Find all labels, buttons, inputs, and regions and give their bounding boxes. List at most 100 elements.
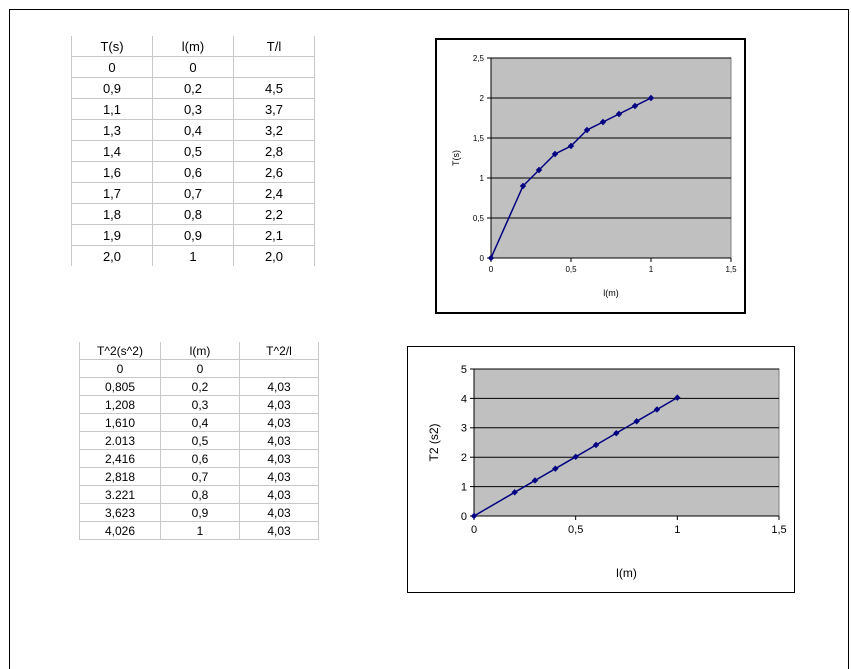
table-cell: 1,9 <box>71 224 153 246</box>
table-cell: 4,03 <box>239 467 319 486</box>
data-table-period-squared: T^2(s^2) l(m) T^2/l 0 0 0,805 0,2 4,03 1,208 0,3 4… <box>79 342 319 540</box>
data-point-marker <box>615 110 623 118</box>
y-tick-label: 0,5 <box>473 214 485 223</box>
x-tick-label: 0 <box>471 524 477 536</box>
table-cell: 0,3 <box>152 98 234 120</box>
table-cell: 0 <box>152 56 234 78</box>
y-axis-label: T(s) <box>451 150 461 166</box>
table-row: 1,610 0,4 4,03 <box>79 413 319 432</box>
table-cell: 4,5 <box>233 77 315 99</box>
table-row: 3,623 0,9 4,03 <box>79 503 319 522</box>
table-cell: 3,7 <box>233 98 315 120</box>
column-header: T/l <box>233 36 315 57</box>
table-cell: 0,8 <box>160 485 240 504</box>
y-tick-label: 5 <box>461 364 467 376</box>
table-row: 2,818 0,7 4,03 <box>79 467 319 486</box>
data-point-marker <box>599 118 607 126</box>
table-cell: 0,9 <box>71 77 153 99</box>
table-cell <box>233 56 315 78</box>
table-cell: 1,1 <box>71 98 153 120</box>
table-cell: 0,7 <box>160 467 240 486</box>
table-cell: 4,03 <box>239 503 319 522</box>
page-frame <box>9 9 849 669</box>
table-row: 1,7 0,7 2,4 <box>71 182 315 204</box>
table-cell: 4,03 <box>239 413 319 432</box>
table-cell: 0,6 <box>152 161 234 183</box>
table2-body: T^2(s^2) l(m) T^2/l 0 0 0,805 0,2 4,03 1,208 0,3 4… <box>79 342 319 540</box>
data-point-marker <box>647 94 655 102</box>
column-header: l(m) <box>152 36 234 57</box>
data-point-marker <box>470 512 478 520</box>
y-tick-label: 1 <box>480 174 485 183</box>
table-cell: 1,4 <box>71 140 153 162</box>
table-cell: 0 <box>160 359 240 378</box>
table1-body: T(s) l(m) T/l 0 0 0,9 0,2 4,5 1,1 0,3 3,7 1,3 0,4 3,2… <box>71 36 315 266</box>
table-row: 3.221 0,8 4,03 <box>79 485 319 504</box>
table-cell: 1 <box>152 245 234 266</box>
y-tick-label: 2,5 <box>473 54 485 63</box>
table-cell: 2,8 <box>233 140 315 162</box>
y-tick-label: 4 <box>461 393 467 405</box>
table-cell: 2,6 <box>233 161 315 183</box>
x-tick-label: 1,5 <box>725 265 737 274</box>
table-cell: 1,208 <box>79 395 161 414</box>
data-point-marker <box>592 441 600 449</box>
table-cell: 0,7 <box>152 182 234 204</box>
table-row: 1,4 0,5 2,8 <box>71 140 315 162</box>
table-row: 2,0 1 2,0 <box>71 245 315 266</box>
table-row: 1,6 0,6 2,6 <box>71 161 315 183</box>
y-tick-label: 1 <box>461 481 467 493</box>
column-header: T^2/l <box>239 342 319 360</box>
table-cell: 0,3 <box>160 395 240 414</box>
x-tick-label: 1 <box>649 265 654 274</box>
data-point-marker <box>535 166 543 174</box>
table-cell: 4,03 <box>239 431 319 450</box>
table-row: 1,208 0,3 4,03 <box>79 395 319 414</box>
table-row: 1,9 0,9 2,1 <box>71 224 315 246</box>
table-cell: 2,416 <box>79 449 161 468</box>
x-tick-label: 0,5 <box>565 265 577 274</box>
data-point-marker <box>551 150 559 158</box>
data-point-marker <box>519 182 527 190</box>
table-cell: 1,610 <box>79 413 161 432</box>
table-cell: 2,818 <box>79 467 161 486</box>
y-tick-label: 2 <box>480 94 485 103</box>
chart-period-vs-length: 0 0,5 1 1,5 2 2,5 0 0,5 1 1,5 l(m) T(s) <box>435 38 746 314</box>
plot-area <box>473 368 780 517</box>
table-cell: 0,8 <box>152 203 234 225</box>
table-cell: 1,6 <box>71 161 153 183</box>
x-tick-label: 1,5 <box>771 524 786 536</box>
y-tick-label: 3 <box>461 423 467 435</box>
table-cell: 1 <box>160 521 240 540</box>
x-tick-label: 0 <box>489 265 494 274</box>
table-cell: 2,1 <box>233 224 315 246</box>
table-row: 2.013 0,5 4,03 <box>79 431 319 450</box>
table-cell: 4,03 <box>239 395 319 414</box>
table1-header-row: T(s) l(m) T/l <box>71 36 315 57</box>
table-cell: 2,2 <box>233 203 315 225</box>
table-row: 4,026 1 4,03 <box>79 521 319 540</box>
y-tick-label: 0 <box>461 511 467 523</box>
table-cell: 0,5 <box>160 431 240 450</box>
y-tick-label: 0 <box>480 254 485 263</box>
data-point-marker <box>583 126 591 134</box>
table-cell: 2,4 <box>233 182 315 204</box>
table2-header-row: T^2(s^2) l(m) T^2/l <box>79 342 319 360</box>
table-cell: 0,2 <box>152 77 234 99</box>
table-cell: 4,03 <box>239 449 319 468</box>
data-point-marker <box>631 102 639 110</box>
table-cell: 0,805 <box>79 377 161 396</box>
table-row: 0,9 0,2 4,5 <box>71 77 315 99</box>
plot-area <box>490 57 732 259</box>
table-row: 1,8 0,8 2,2 <box>71 203 315 225</box>
table-cell: 2,0 <box>233 245 315 266</box>
table-row: 1,1 0,3 3,7 <box>71 98 315 120</box>
x-axis-label: l(m) <box>616 566 637 580</box>
table-cell: 0,4 <box>152 119 234 141</box>
data-point-marker <box>531 477 539 484</box>
chart1-svg: 0 0,5 1 1,5 2 2,5 0 0,5 1 1,5 l(m) T(s) <box>451 54 737 298</box>
x-axis-label: l(m) <box>603 288 619 298</box>
table-cell: 0 <box>71 56 153 78</box>
table-cell: 0,5 <box>152 140 234 162</box>
table-cell: 0 <box>79 359 161 378</box>
